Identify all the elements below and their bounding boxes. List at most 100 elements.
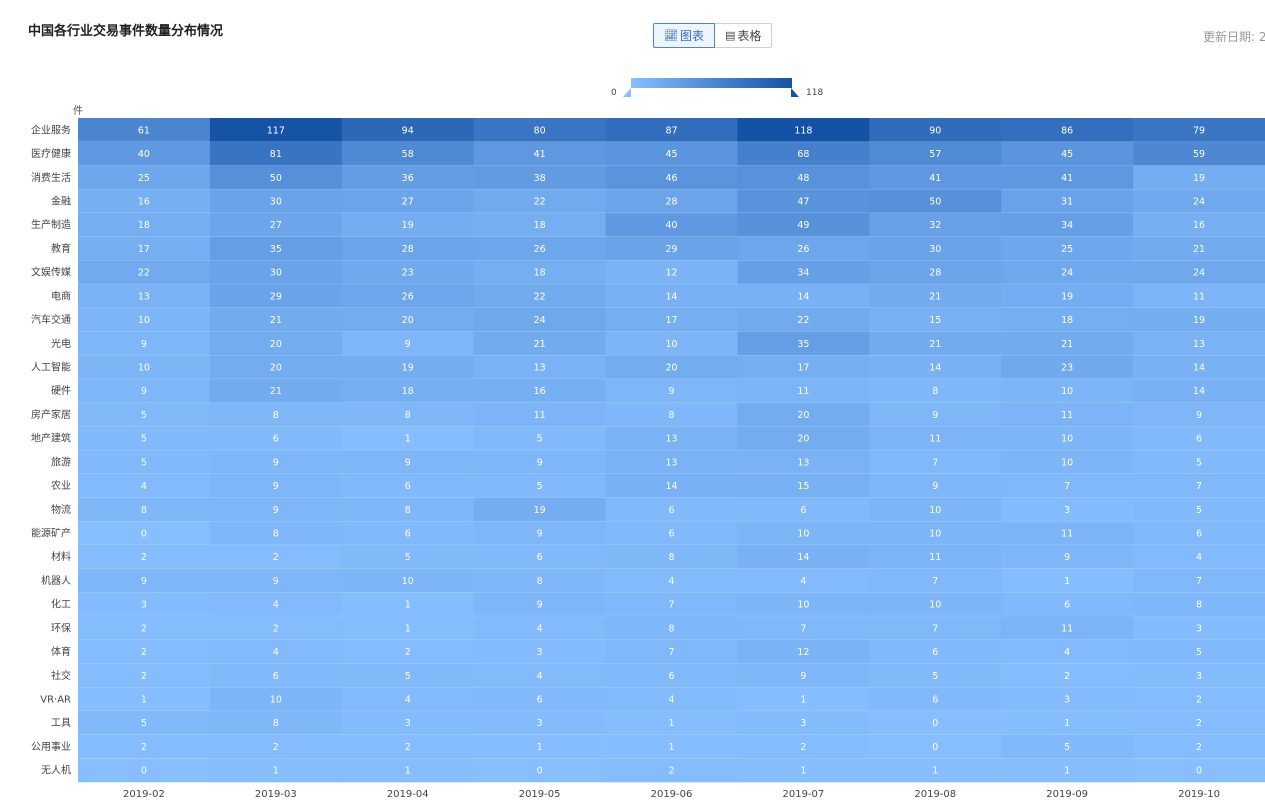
heatmap-cell[interactable] [1001, 616, 1134, 641]
heatmap-cell[interactable] [737, 473, 870, 498]
heatmap-cell[interactable] [1001, 450, 1134, 475]
heatmap-cell[interactable] [605, 450, 738, 475]
heatmap-cell[interactable] [473, 544, 606, 569]
heatmap-cell[interactable] [1133, 568, 1265, 593]
heatmap-cell[interactable] [341, 402, 474, 427]
heatmap-cell[interactable] [473, 118, 606, 143]
heatmap-cell[interactable] [869, 355, 1002, 380]
heatmap-cell[interactable] [1133, 663, 1265, 688]
heatmap-cell[interactable] [1133, 189, 1265, 214]
heatmap-cell[interactable] [473, 402, 606, 427]
heatmap-cell[interactable] [1133, 165, 1265, 190]
heatmap-cell[interactable] [473, 568, 606, 593]
heatmap-cell[interactable] [1133, 592, 1265, 617]
heatmap-cell[interactable] [869, 616, 1002, 641]
heatmap-cell[interactable] [737, 450, 870, 475]
heatmap-cell[interactable] [78, 639, 211, 664]
heatmap-cell[interactable] [78, 236, 211, 261]
heatmap-cell[interactable] [869, 402, 1002, 427]
heatmap-cell[interactable] [473, 331, 606, 356]
heatmap-cell[interactable] [1001, 426, 1134, 451]
heatmap-cell[interactable] [605, 568, 738, 593]
heatmap-cell[interactable] [605, 165, 738, 190]
heatmap-cell[interactable] [737, 663, 870, 688]
heatmap-cell[interactable] [473, 236, 606, 261]
heatmap-cell[interactable] [1001, 758, 1134, 783]
heatmap-cell[interactable] [605, 307, 738, 332]
heatmap-cell[interactable] [869, 331, 1002, 356]
heatmap-cell[interactable] [78, 165, 211, 190]
heatmap-cell[interactable] [869, 710, 1002, 735]
heatmap-cell[interactable] [209, 568, 343, 593]
heatmap-cell[interactable] [78, 592, 211, 617]
heatmap-cell[interactable] [78, 568, 211, 593]
heatmap-cell[interactable] [605, 402, 738, 427]
heatmap-cell[interactable] [1133, 284, 1265, 309]
heatmap-cell[interactable] [605, 189, 738, 214]
heatmap-cell[interactable] [341, 426, 474, 451]
heatmap-cell[interactable] [869, 663, 1002, 688]
heatmap-cell[interactable] [78, 284, 211, 309]
heatmap-cell[interactable] [78, 663, 211, 688]
heatmap-cell[interactable] [605, 663, 738, 688]
heatmap-cell[interactable] [869, 236, 1002, 261]
heatmap-cell[interactable] [341, 307, 474, 332]
heatmap-cell[interactable] [341, 639, 474, 664]
heatmap-cell[interactable] [1001, 639, 1134, 664]
heatmap-cell[interactable] [869, 426, 1002, 451]
heatmap-cell[interactable] [737, 165, 870, 190]
heatmap-cell[interactable] [869, 639, 1002, 664]
heatmap-cell[interactable] [473, 260, 606, 285]
heatmap-cell[interactable] [605, 118, 738, 143]
heatmap-cell[interactable] [473, 616, 606, 641]
heatmap-cell[interactable] [1001, 497, 1134, 522]
heatmap-cell[interactable] [1001, 260, 1134, 285]
heatmap-cell[interactable] [78, 331, 211, 356]
heatmap-cell[interactable] [737, 426, 870, 451]
heatmap-cell[interactable] [869, 118, 1002, 143]
heatmap-cell[interactable] [1001, 141, 1134, 166]
heatmap-cell[interactable] [1001, 663, 1134, 688]
heatmap-cell[interactable] [473, 450, 606, 475]
heatmap-cell[interactable] [737, 141, 870, 166]
heatmap-cell[interactable] [869, 212, 1002, 237]
heatmap-cell[interactable] [1133, 734, 1265, 759]
heatmap-cell[interactable] [341, 212, 474, 237]
heatmap-cell[interactable] [737, 592, 870, 617]
heatmap-cell[interactable] [341, 521, 474, 546]
heatmap-cell[interactable] [209, 284, 343, 309]
heatmap-cell[interactable] [1133, 521, 1265, 546]
heatmap-cell[interactable] [209, 687, 343, 712]
heatmap-cell[interactable] [341, 118, 474, 143]
heatmap-cell[interactable] [341, 284, 474, 309]
heatmap-cell[interactable] [341, 378, 474, 403]
heatmap-cell[interactable] [605, 521, 738, 546]
heatmap-cell[interactable] [78, 212, 211, 237]
heatmap-cell[interactable] [1133, 331, 1265, 356]
heatmap-cell[interactable] [1133, 307, 1265, 332]
heatmap-cell[interactable] [1001, 212, 1134, 237]
heatmap-cell[interactable] [1001, 378, 1134, 403]
heatmap-cell[interactable] [1133, 378, 1265, 403]
heatmap-cell[interactable] [869, 758, 1002, 783]
heatmap-cell[interactable] [473, 165, 606, 190]
heatmap-cell[interactable] [78, 710, 211, 735]
heatmap-cell[interactable] [1133, 497, 1265, 522]
heatmap-cell[interactable] [473, 426, 606, 451]
heatmap-cell[interactable] [209, 165, 343, 190]
heatmap-cell[interactable] [869, 497, 1002, 522]
heatmap-cell[interactable] [209, 734, 343, 759]
heatmap-cell[interactable] [209, 355, 343, 380]
heatmap-cell[interactable] [341, 497, 474, 522]
heatmap-cell[interactable] [1001, 473, 1134, 498]
heatmap-cell[interactable] [1133, 639, 1265, 664]
heatmap-cell[interactable] [473, 592, 606, 617]
heatmap-cell[interactable] [1001, 687, 1134, 712]
heatmap-cell[interactable] [473, 663, 606, 688]
heatmap-cell[interactable] [209, 118, 343, 143]
heatmap-cell[interactable] [605, 497, 738, 522]
heatmap-cell[interactable] [869, 165, 1002, 190]
heatmap-cell[interactable] [605, 212, 738, 237]
heatmap-cell[interactable] [737, 378, 870, 403]
heatmap-cell[interactable] [1001, 402, 1134, 427]
